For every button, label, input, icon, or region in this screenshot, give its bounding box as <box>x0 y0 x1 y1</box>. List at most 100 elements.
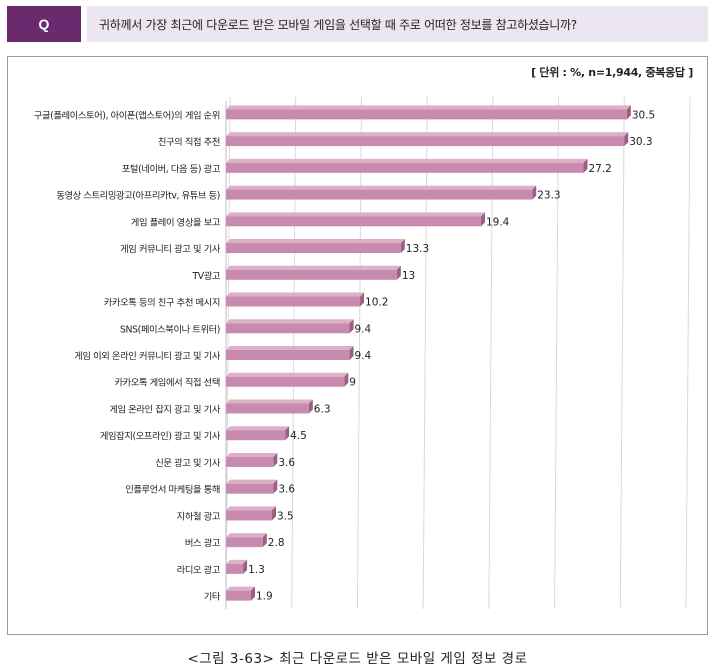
bar-value-label: 2.8 <box>268 537 285 549</box>
bar-top-face <box>226 559 248 564</box>
bar-side-face <box>273 452 278 467</box>
category-label: TV광고 <box>191 270 220 282</box>
bar <box>226 189 533 200</box>
bar-group <box>226 452 278 467</box>
bar-side-face <box>272 506 276 521</box>
bar-value-label: 1.3 <box>248 564 265 576</box>
category-label: 게임 온라인 잡지 광고 및 기사 <box>109 403 220 415</box>
bar-side-face <box>243 559 248 574</box>
bar <box>226 376 345 387</box>
bar-chart: 30.5 구글(플레이스토어), 아이폰(앱스토어)의 게임 순위 30.3 친구의 … <box>34 96 691 610</box>
bar-value-label: 3.6 <box>278 484 295 496</box>
bar-side-face <box>396 265 401 280</box>
category-label: 기타 <box>204 592 221 603</box>
bar-group <box>226 132 629 147</box>
bar-group <box>226 533 267 548</box>
category-label: 지하철 광고 <box>177 510 221 522</box>
gridline <box>685 96 691 610</box>
category-label: 라디오 광고 <box>177 564 221 576</box>
gridline <box>619 96 625 610</box>
category-label: 친구의 직접 추천 <box>158 136 220 148</box>
bar-top-face <box>226 372 349 377</box>
figure-caption: <그림 3-63> 최근 다운로드 받은 모바일 게임 정보 경로 <box>187 651 528 667</box>
bar-top-face <box>226 586 255 591</box>
category-label: SNS(페이스북이나 트위터) <box>120 324 220 335</box>
bar-side-face <box>480 212 485 227</box>
bar-value-label: 3.6 <box>278 457 295 469</box>
bar-value-label: 9.4 <box>355 323 372 335</box>
bar-top-face <box>226 158 588 163</box>
bar-top-face <box>226 292 365 297</box>
bar-side-face <box>532 185 537 200</box>
bar <box>226 269 397 280</box>
category-label: 포털(네이버, 다음 등) 광고 <box>122 163 221 175</box>
bar-side-face <box>349 319 354 334</box>
bar-group <box>226 559 248 574</box>
category-label: 게임 이외 온라인 커뮤니티 광고 및 기사 <box>74 350 221 362</box>
gridline <box>422 96 428 610</box>
question-text: 귀하께서 가장 최근에 다운로드 받은 모바일 게임을 선택할 때 주로 어떠한… <box>87 6 708 42</box>
unit-note: [ 단위 : %, n=1,944, 중복응답 ] <box>531 66 693 79</box>
bar <box>226 590 251 601</box>
bar-value-label: 9.4 <box>355 350 372 362</box>
bar <box>226 296 361 307</box>
bar-value-label: 13.3 <box>406 243 429 255</box>
question-header: Q 귀하께서 가장 최근에 다운로드 받은 모바일 게임을 선택할 때 주로 어… <box>7 6 708 42</box>
bar-side-face <box>400 239 405 254</box>
bar-value-label: 19.4 <box>486 216 510 228</box>
bar-top-face <box>226 479 278 484</box>
bar-group <box>226 158 588 173</box>
bar-value-label: 10.2 <box>365 297 388 309</box>
category-label: 신문 광고 및 기사 <box>155 457 221 469</box>
chart-panel: [ 단위 : %, n=1,944, 중복응답 ] 30.5 구글(플레이스토어)… <box>7 56 708 635</box>
bar <box>226 537 263 548</box>
bar <box>226 109 627 120</box>
bar <box>226 162 584 173</box>
bar <box>226 243 401 254</box>
bar-top-face <box>226 212 485 217</box>
bar <box>226 216 481 227</box>
bar <box>226 430 286 441</box>
bar <box>226 136 625 147</box>
bar-group <box>226 319 354 334</box>
bar-group <box>226 399 313 414</box>
category-label: 버스 광고 <box>185 537 221 549</box>
bar-group <box>226 506 276 521</box>
bar-value-label: 6.3 <box>314 403 331 415</box>
bar-side-face <box>273 479 278 494</box>
bar-value-label: 13 <box>402 270 415 282</box>
gridline <box>488 96 494 610</box>
bar-top-face <box>226 346 354 350</box>
bar-value-label: 27.2 <box>588 163 611 175</box>
bar-side-face <box>250 586 255 601</box>
bar-top-face <box>226 452 278 457</box>
bar-side-face <box>626 105 631 120</box>
bar-group <box>226 265 401 280</box>
bar-side-face <box>344 372 349 387</box>
category-label: 게임 플레이 영상을 보고 <box>131 216 221 228</box>
category-label: 구글(플레이스토어), 아이폰(앱스토어)의 게임 순위 <box>34 109 220 121</box>
gridline <box>554 96 560 610</box>
bar-value-label: 9 <box>349 377 356 389</box>
bar-side-face <box>624 132 629 147</box>
bar <box>226 456 274 467</box>
bar-group <box>226 426 290 441</box>
bar-group <box>226 185 537 200</box>
category-label: 인플루언서 마케팅을 통해 <box>125 484 220 496</box>
bar-value-label: 1.9 <box>256 591 273 603</box>
bar-group <box>226 479 278 494</box>
bar-top-face <box>226 399 313 404</box>
category-label: 카카오톡 게임에서 직접 선택 <box>114 377 220 389</box>
bar-group <box>226 239 405 254</box>
category-label: 게임잡지(오프라인) 광고 및 기사 <box>100 430 221 442</box>
question-badge: Q <box>7 6 81 42</box>
bar-group <box>226 372 349 387</box>
bar-side-face <box>262 533 267 548</box>
bar-side-face <box>583 158 588 173</box>
bar-value-label: 30.3 <box>629 136 652 148</box>
bar-value-label: 3.5 <box>277 510 294 522</box>
bar-group <box>226 292 365 307</box>
bar <box>226 563 244 574</box>
gridline <box>356 96 362 610</box>
bar-top-face <box>226 265 401 270</box>
